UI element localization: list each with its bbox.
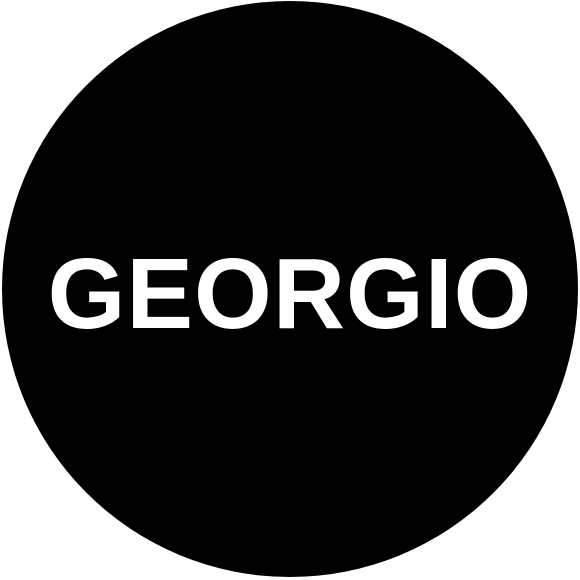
- logo-wordmark: GEORGIO: [47, 238, 533, 350]
